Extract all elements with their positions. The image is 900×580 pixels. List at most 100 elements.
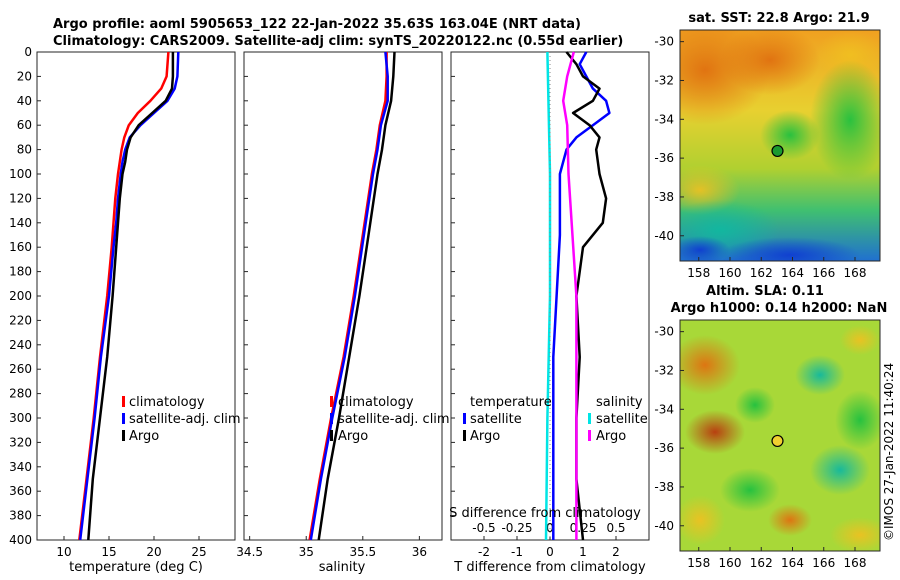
salinity-legend: climatology satellite-adj. clim Argo xyxy=(330,395,450,444)
y-tick-label: 260 xyxy=(9,362,32,376)
legend-swatch-argo xyxy=(330,430,333,441)
map-x-tick-label: 158 xyxy=(687,556,710,570)
legend-argo: Argo xyxy=(338,429,368,444)
legend-argo: Argo xyxy=(129,429,159,444)
legend-satellite: satellite-adj. clim xyxy=(338,412,450,427)
salinity-xlabel: salinity xyxy=(319,560,366,575)
legend-swatch-t-satellite xyxy=(463,413,466,424)
y-tick-label: 380 xyxy=(9,509,32,523)
difference-t-xlabel: T difference from climatology xyxy=(453,560,646,575)
x-tick-label: -1 xyxy=(511,545,523,559)
y-tick-label: 320 xyxy=(9,435,32,449)
map-x-tick-label: 168 xyxy=(844,266,867,280)
difference-s-xlabel: S difference from climatology xyxy=(449,506,641,521)
map-y-tick-label: -40 xyxy=(654,519,674,533)
temperature-xlabel: temperature (deg C) xyxy=(69,560,203,575)
series-t-argo xyxy=(565,51,608,541)
temperature-y-ticks: 0 20 40 60 80 100 120 140 160 180 200 220 240 260 280 3… xyxy=(9,45,41,547)
series-s-argo xyxy=(561,51,578,540)
map-x-tick-label: 160 xyxy=(719,266,742,280)
difference-series xyxy=(544,51,611,541)
x-tick-label: 15 xyxy=(101,545,116,559)
series-argo xyxy=(87,52,175,541)
y-tick-label: 40 xyxy=(17,94,32,108)
map-y-tick-label: -38 xyxy=(654,190,674,204)
legend-swatch-satellite xyxy=(122,413,125,424)
map-x-tick-label: 160 xyxy=(719,556,742,570)
sst-argo-marker xyxy=(771,144,784,158)
legend-climatology: climatology xyxy=(129,395,205,410)
s-tick-label: 0.5 xyxy=(606,521,625,535)
legend-climatology: climatology xyxy=(338,395,414,410)
x-tick-label: 34.5 xyxy=(236,545,263,559)
y-tick-label: 60 xyxy=(17,118,32,132)
difference-y-ticks xyxy=(451,51,455,541)
y-tick-label: 200 xyxy=(9,289,32,303)
legend-satellite: satellite-adj. clim xyxy=(129,412,241,427)
x-tick-label: 25 xyxy=(191,545,206,559)
map-x-tick-label: 166 xyxy=(812,266,835,280)
map-y-tick-label: -36 xyxy=(654,441,674,455)
legend-swatch-climatology xyxy=(122,396,125,407)
temperature-x-ticks: 10 15 20 25 xyxy=(56,536,207,559)
map-y-tick-label: -32 xyxy=(654,73,674,87)
y-tick-label: 20 xyxy=(17,69,32,83)
map-x-tick-label: 168 xyxy=(844,556,867,570)
map-x-tick-label: 166 xyxy=(812,556,835,570)
y-tick-label: 80 xyxy=(17,143,32,157)
x-tick-label: -2 xyxy=(478,545,490,559)
map-y-tick-label: -36 xyxy=(654,151,674,165)
y-tick-label: 280 xyxy=(9,387,32,401)
salinity-series xyxy=(308,51,396,541)
temperature-legend: climatology satellite-adj. clim Argo xyxy=(122,395,241,444)
s-tick-label: -0.5 xyxy=(472,521,495,535)
map-y-tick-label: -34 xyxy=(654,402,674,416)
x-tick-label: 36 xyxy=(412,545,427,559)
map-x-tick-label: 164 xyxy=(781,266,804,280)
y-tick-label: 300 xyxy=(9,411,32,425)
figure-title-line2: Climatology: CARS2009. Satellite-adj cli… xyxy=(53,34,623,49)
y-tick-label: 240 xyxy=(9,338,32,352)
sst-map-title: sat. SST: 22.8 Argo: 21.9 xyxy=(688,11,869,26)
legend-swatch-t-argo xyxy=(463,430,466,441)
sla-map: Altim. SLA: 0.11 Argo h1000: 0.14 h2000:… xyxy=(654,284,888,570)
y-tick-label: 160 xyxy=(9,240,32,254)
temperature-panel: 10 15 20 25 0 20 40 60 80 100 120 140 160 180 200 220 2… xyxy=(9,45,241,575)
series-t-satellite xyxy=(552,51,611,540)
difference-s-ticks: -0.5-0.2500.250.5 xyxy=(472,521,625,535)
sst-map-ticks: 158 160 162 164 166 168 -30 -32 -34 -36 -38 -40 xyxy=(654,35,866,280)
series-argo xyxy=(317,51,396,541)
map-y-tick-label: -40 xyxy=(654,229,674,243)
legend-temperature-title: temperature xyxy=(470,395,552,410)
map-y-tick-label: -34 xyxy=(654,112,674,126)
series-satellite-adj-clim xyxy=(309,51,389,541)
salinity-y-ticks xyxy=(244,51,248,541)
sla-map-title-line1: Altim. SLA: 0.11 xyxy=(706,284,824,299)
y-tick-label: 140 xyxy=(9,216,32,230)
salinity-x-ticks: 34.5 35 35.5 36 xyxy=(236,536,427,559)
x-tick-label: 35 xyxy=(299,545,314,559)
legend-swatch-argo xyxy=(122,430,125,441)
sla-argo-marker xyxy=(771,434,784,448)
difference-legend: temperature satellite Argo salinity sate… xyxy=(463,395,648,444)
map-x-tick-label: 158 xyxy=(687,266,710,280)
sla-map-title-line2: Argo h1000: 0.14 h2000: NaN xyxy=(671,301,888,316)
sst-map: sat. SST: 22.8 Argo: 21.9 158 160 162 164 16… xyxy=(654,11,881,280)
legend-swatch-climatology xyxy=(330,396,333,407)
sla-map-ticks: 158 160 162 164 166 168 -30 -32 -34 -36 -38 -40 xyxy=(654,325,866,570)
figure-title-line1: Argo profile: aoml 5905653_122 22-Jan-20… xyxy=(53,17,581,32)
y-tick-label: 180 xyxy=(9,265,32,279)
legend-swatch-satellite xyxy=(330,413,333,424)
temperature-series xyxy=(78,51,180,541)
map-y-tick-label: -30 xyxy=(654,325,674,339)
sst-map-image xyxy=(680,30,880,261)
map-y-tick-label: -38 xyxy=(654,480,674,494)
legend-s-argo: Argo xyxy=(596,429,626,444)
s-tick-label: -0.25 xyxy=(501,521,532,535)
legend-t-satellite: satellite xyxy=(470,412,522,427)
y-tick-label: 0 xyxy=(24,45,32,59)
map-x-tick-label: 162 xyxy=(750,266,773,280)
legend-swatch-s-argo xyxy=(588,430,591,441)
x-tick-label: 2 xyxy=(612,545,620,559)
